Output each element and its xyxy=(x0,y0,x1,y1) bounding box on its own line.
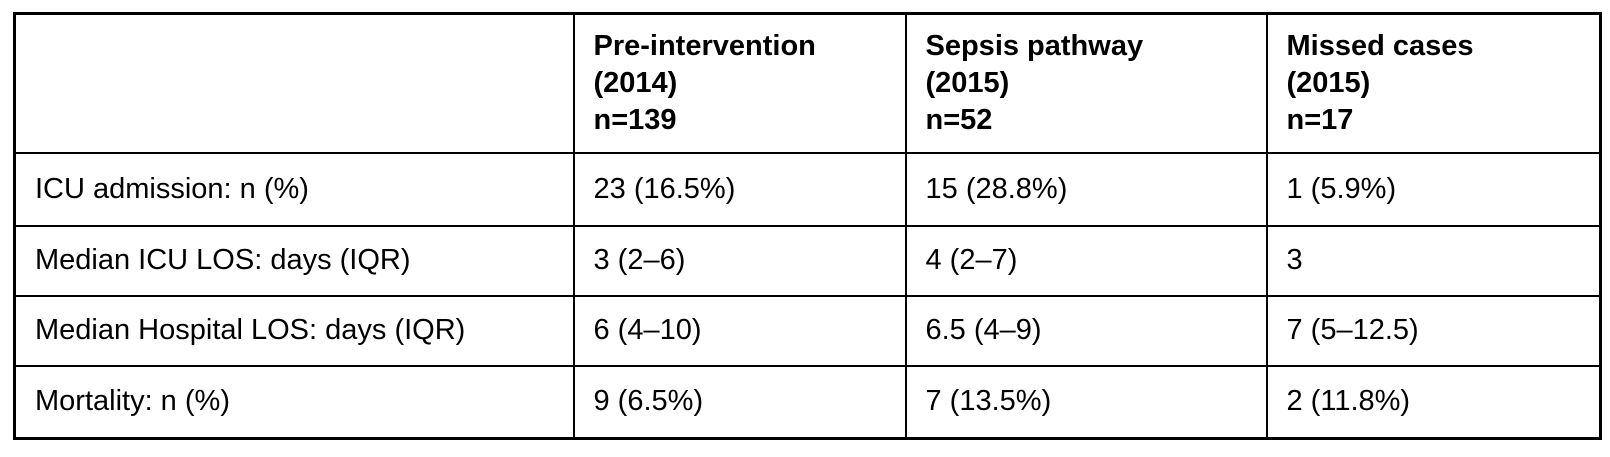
header-cell-empty xyxy=(13,12,575,154)
header-row: Pre-intervention (2014) n=139 Sepsis pat… xyxy=(13,12,1602,154)
cell-value: 15 (28.8%) xyxy=(904,151,1268,227)
table-row-median-hospital-los: Median Hospital LOS: days (IQR) 6 (4–10)… xyxy=(13,294,1602,367)
table-row-median-icu-los: Median ICU LOS: days (IQR) 3 (2–6) 4 (2–… xyxy=(13,224,1602,297)
cell-value: 2 (11.8%) xyxy=(1265,364,1602,440)
row-label: Mortality: n (%) xyxy=(13,364,575,440)
row-label: Median Hospital LOS: days (IQR) xyxy=(13,294,575,367)
row-label: Median ICU LOS: days (IQR) xyxy=(13,224,575,297)
header-cell-missed-cases: Missed cases (2015) n=17 xyxy=(1265,12,1602,154)
row-label: ICU admission: n (%) xyxy=(13,151,575,227)
header-cell-sepsis-pathway: Sepsis pathway (2015) n=52 xyxy=(904,12,1268,154)
header-cell-pre-intervention: Pre-intervention (2014) n=139 xyxy=(572,12,907,154)
table-row-mortality: Mortality: n (%) 9 (6.5%) 7 (13.5%) 2 (1… xyxy=(13,364,1602,440)
cell-value: 7 (13.5%) xyxy=(904,364,1268,440)
cell-value: 6 (4–10) xyxy=(572,294,907,367)
cell-value: 6.5 (4–9) xyxy=(904,294,1268,367)
cell-value: 9 (6.5%) xyxy=(572,364,907,440)
cell-value: 1 (5.9%) xyxy=(1265,151,1602,227)
cell-value: 4 (2–7) xyxy=(904,224,1268,297)
outcomes-table: Pre-intervention (2014) n=139 Sepsis pat… xyxy=(13,12,1602,440)
cell-value: 7 (5–12.5) xyxy=(1265,294,1602,367)
table-row-icu-admission: ICU admission: n (%) 23 (16.5%) 15 (28.8… xyxy=(13,151,1602,227)
cell-value: 3 xyxy=(1265,224,1602,297)
cell-value: 23 (16.5%) xyxy=(572,151,907,227)
cell-value: 3 (2–6) xyxy=(572,224,907,297)
